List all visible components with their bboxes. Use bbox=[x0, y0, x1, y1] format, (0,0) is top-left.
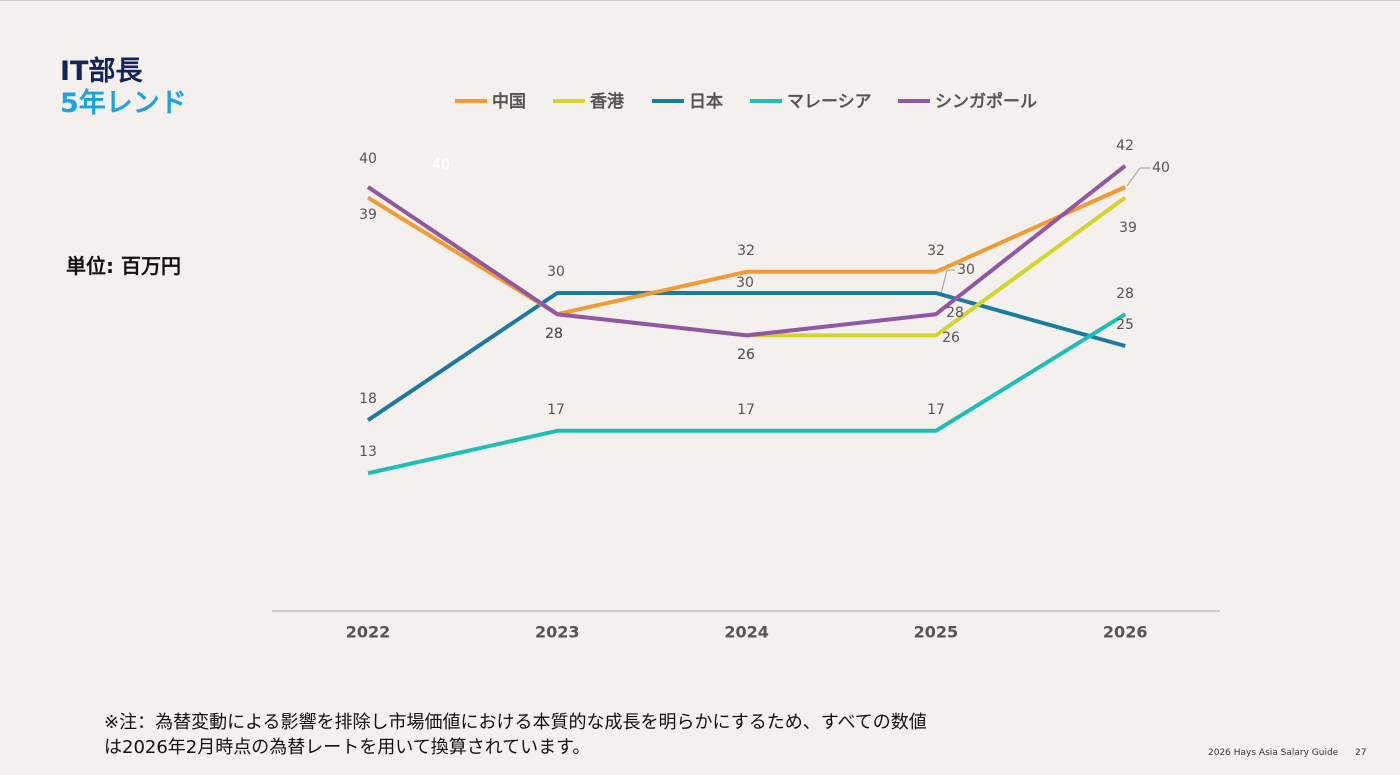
x-tick-label: 2025 bbox=[914, 623, 959, 642]
data-label: 40 bbox=[432, 157, 450, 173]
data-label: 28 bbox=[545, 326, 563, 342]
data-label: 28 bbox=[545, 326, 563, 342]
data-label: 32 bbox=[737, 243, 755, 259]
series-line bbox=[367, 312, 1127, 476]
data-label: 26 bbox=[737, 347, 755, 363]
legend-label: シンガポール bbox=[935, 91, 1037, 112]
data-label: 30 bbox=[736, 275, 754, 291]
data-label: 40 bbox=[1152, 160, 1170, 176]
x-tick-label: 2022 bbox=[346, 623, 391, 642]
data-label: 39 bbox=[1119, 220, 1137, 236]
footnote-line: ※注：為替変動による影響を排除し市場価値における本質的な成長を明らかにするため、… bbox=[104, 712, 927, 733]
series-line bbox=[366, 164, 1127, 338]
title: IT部長 bbox=[60, 56, 143, 87]
footnote: ※注：為替変動による影響を排除し市場価値における本質的な成長を明らかにするため、… bbox=[104, 710, 927, 760]
legend-label: マレーシア bbox=[787, 92, 872, 112]
data-label: 28 bbox=[946, 305, 964, 321]
data-label: 26 bbox=[737, 347, 755, 363]
unit-label: 単位: 百万円 bbox=[66, 254, 181, 278]
data-label: 26 bbox=[942, 330, 960, 346]
chart: 2022 2023 2024 2025 2026 中国 香港 日本 マレーシア シンガポール 39 2… bbox=[272, 91, 1220, 642]
x-tick-label: 2026 bbox=[1103, 623, 1148, 642]
data-label: 28 bbox=[1116, 286, 1134, 302]
subtitle: 5年レンド bbox=[60, 88, 187, 119]
data-label: 17 bbox=[737, 402, 755, 418]
leader-line bbox=[1126, 167, 1150, 187]
leader-line bbox=[940, 269, 955, 295]
legend-label: 香港 bbox=[590, 91, 625, 112]
data-label: 40 bbox=[359, 151, 377, 167]
data-label: 30 bbox=[547, 264, 565, 280]
footnote-line: は2026年2月時点の為替レートを用いて換算されています。 bbox=[104, 737, 591, 758]
data-label: 18 bbox=[359, 391, 377, 407]
series-line bbox=[366, 291, 1126, 422]
data-label: 13 bbox=[359, 444, 377, 460]
data-label: 39 bbox=[359, 207, 377, 223]
x-tick-label: 2023 bbox=[535, 623, 580, 642]
data-label: 30 bbox=[957, 262, 975, 278]
data-label: 25 bbox=[1116, 317, 1134, 333]
series-line bbox=[366, 185, 1127, 317]
data-label: 17 bbox=[547, 402, 565, 418]
top-border bbox=[0, 0, 1400, 1]
legend-label: 中国 bbox=[492, 91, 526, 112]
x-tick-label: 2024 bbox=[724, 623, 769, 642]
data-label: 32 bbox=[927, 243, 945, 259]
legend-label: 日本 bbox=[689, 91, 723, 112]
data-label: 42 bbox=[1116, 138, 1134, 154]
data-label: 28 bbox=[545, 326, 563, 342]
page-number: 27 bbox=[1355, 748, 1367, 758]
footer-guide: 2026 Hays Asia Salary Guide bbox=[1208, 748, 1339, 758]
data-label: 17 bbox=[927, 402, 945, 418]
